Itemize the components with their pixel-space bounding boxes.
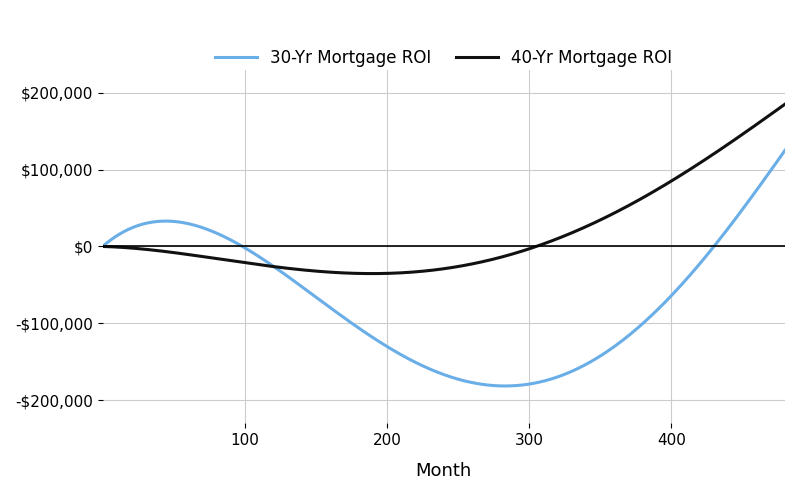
40-Yr Mortgage ROI (366, 271, 376, 277)
X-axis label: Month: Month (416, 462, 472, 480)
40-Yr Mortgage ROI (602, 213, 612, 219)
40-Yr Mortgage ROI (780, 101, 790, 107)
40-Yr Mortgage ROI (98, 244, 107, 249)
40-Yr Mortgage ROI (409, 269, 418, 275)
40-Yr Mortgage ROI (580, 224, 590, 230)
30-Yr Mortgage ROI (443, 373, 453, 379)
30-Yr Mortgage ROI (602, 348, 612, 354)
30-Yr Mortgage ROI (594, 354, 603, 360)
Legend: 30-Yr Mortgage ROI, 40-Yr Mortgage ROI: 30-Yr Mortgage ROI, 40-Yr Mortgage ROI (209, 43, 679, 74)
30-Yr Mortgage ROI (408, 358, 418, 364)
40-Yr Mortgage ROI (750, 122, 760, 128)
30-Yr Mortgage ROI (98, 244, 107, 249)
40-Yr Mortgage ROI (594, 218, 603, 224)
30-Yr Mortgage ROI (780, 148, 790, 153)
Line: 40-Yr Mortgage ROI: 40-Yr Mortgage ROI (102, 104, 785, 274)
40-Yr Mortgage ROI (445, 265, 454, 271)
30-Yr Mortgage ROI (750, 189, 760, 195)
30-Yr Mortgage ROI (580, 362, 590, 368)
30-Yr Mortgage ROI (500, 383, 510, 389)
Line: 30-Yr Mortgage ROI: 30-Yr Mortgage ROI (102, 150, 785, 386)
